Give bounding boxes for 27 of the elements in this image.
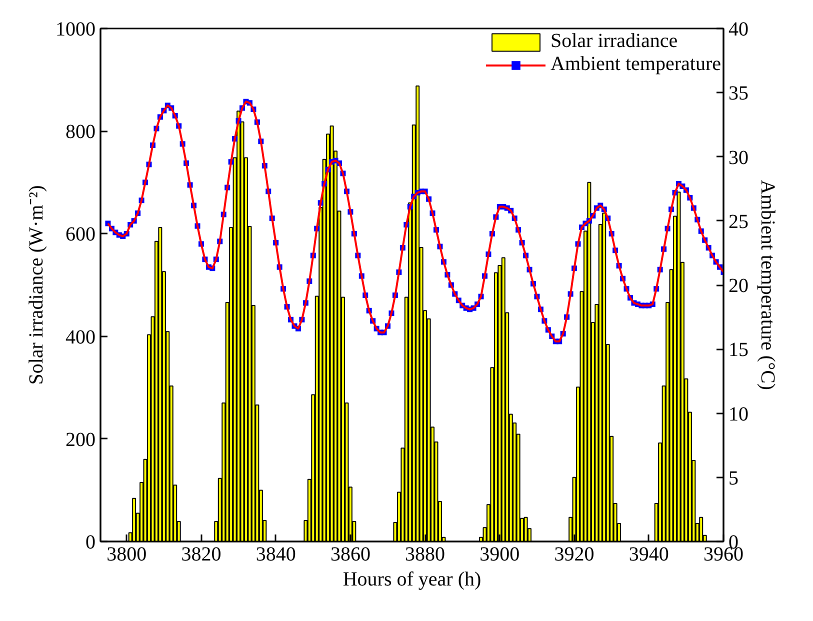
- y-tick-label: 1000: [56, 18, 96, 40]
- x-tick-label: 3820: [181, 544, 222, 566]
- x-axis-title: Hours of year (h): [342, 568, 482, 590]
- y-tick-label: 200: [66, 428, 96, 451]
- y-tick-label: 600: [66, 224, 96, 246]
- x-tick-label: 3940: [628, 544, 669, 566]
- y2-tick-label: 40: [728, 18, 748, 40]
- y-tick-label: 800: [66, 121, 96, 144]
- x-tick-label: 3860: [330, 544, 370, 566]
- x-tick-label: 3920: [554, 544, 594, 566]
- x-tick-label: 3900: [480, 544, 520, 566]
- legend-label: Solar irradiance: [550, 30, 678, 53]
- y2-tick-label: 10: [728, 403, 748, 426]
- y2-tick-label: 35: [728, 82, 748, 105]
- y-tick-label: 400: [66, 326, 96, 348]
- y-tick-label: 0: [86, 532, 96, 554]
- y2-tick-label: 30: [728, 146, 748, 169]
- legend-label: Ambient temperature: [550, 53, 721, 76]
- y2-axis-title: Ambient temperature (°C): [756, 180, 778, 390]
- x-tick-label: 3880: [405, 544, 446, 566]
- y2-tick-label: 5: [728, 467, 738, 490]
- y2-tick-label: 20: [728, 275, 748, 297]
- y2-tick-label: 15: [728, 339, 748, 362]
- y-axis-title: Solar irradiance (W·m⁻²): [26, 185, 48, 385]
- y2-tick-label: 25: [728, 210, 748, 233]
- x-tick-label: 3800: [106, 544, 147, 566]
- x-tick-label: 3840: [256, 544, 296, 566]
